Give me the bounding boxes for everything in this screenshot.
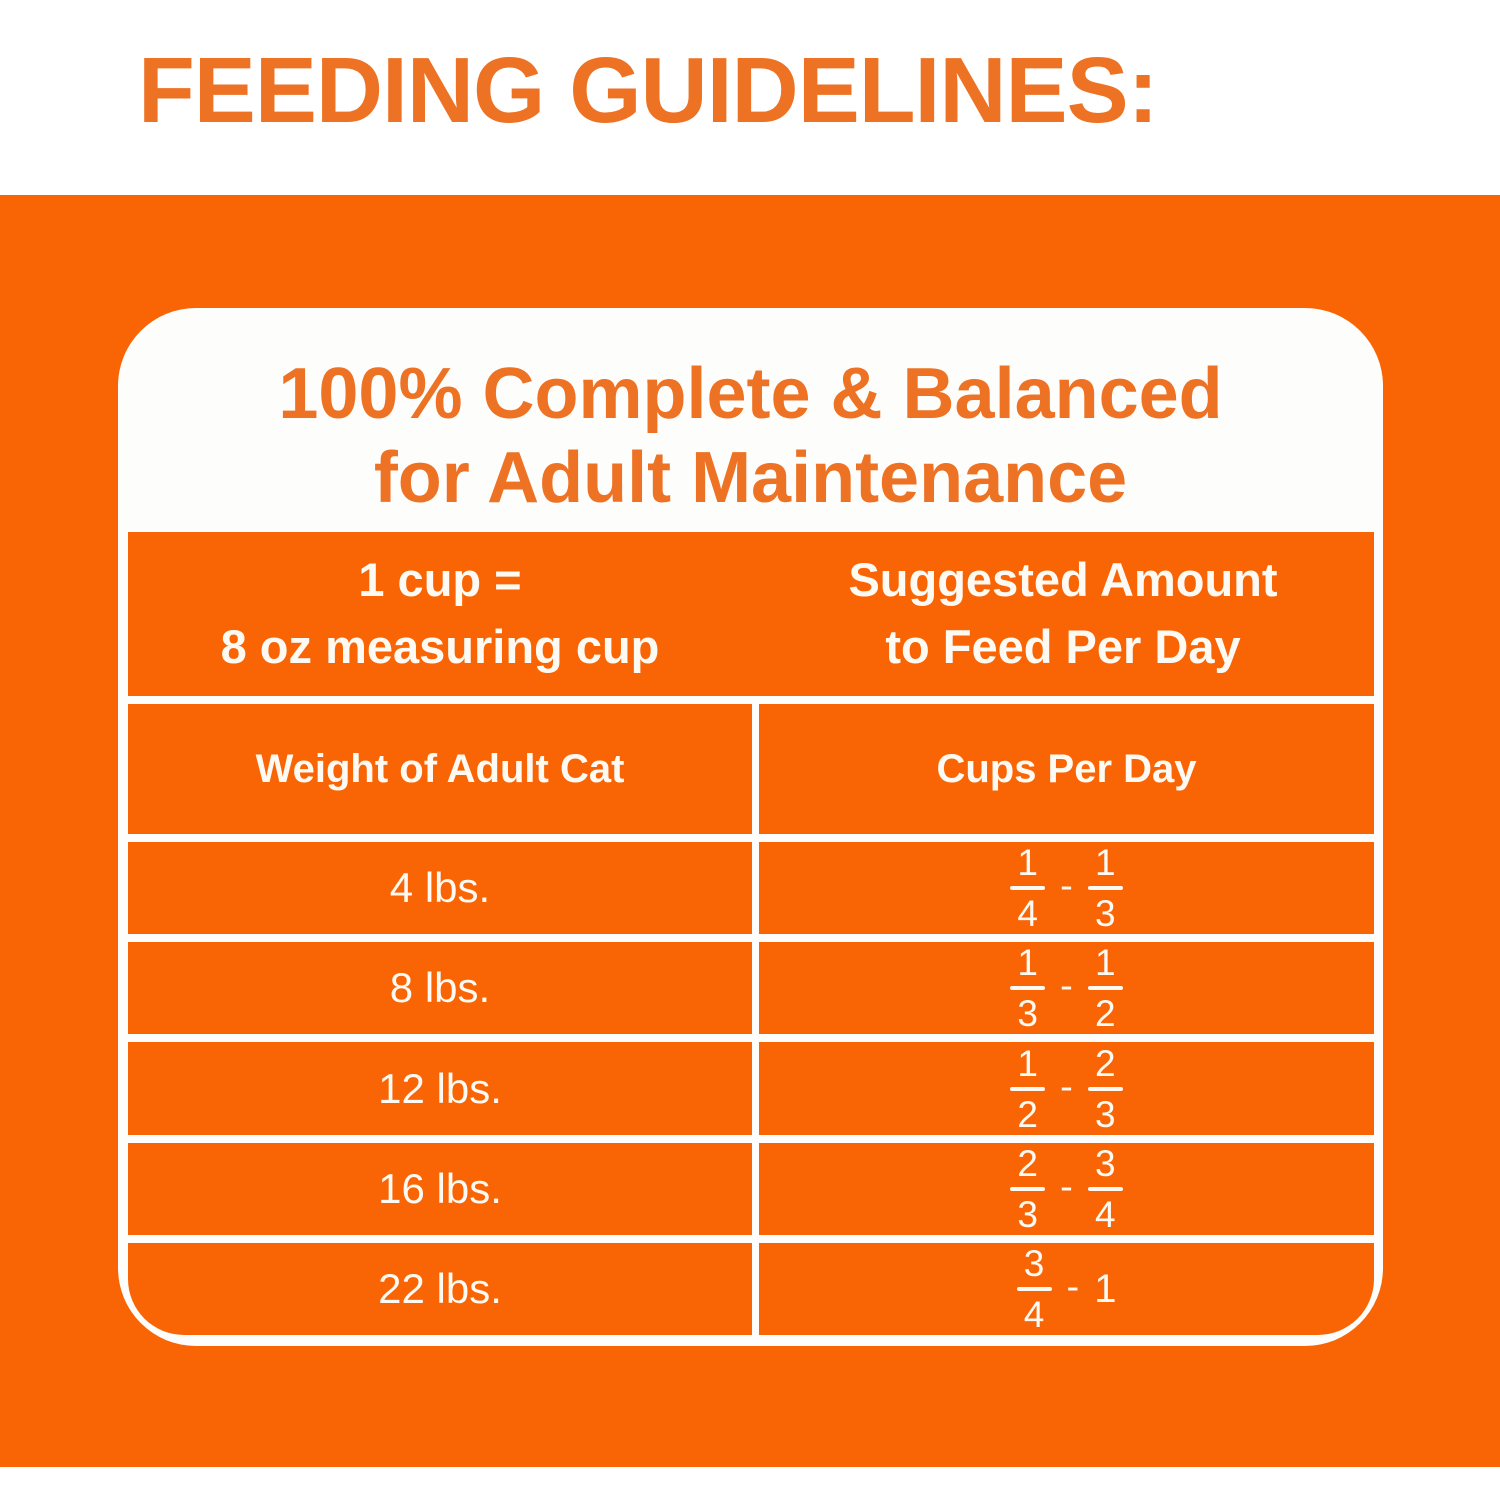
weight-value: 4 lbs. xyxy=(389,864,491,912)
weight-cell: 16 lbs. xyxy=(128,1142,752,1235)
cups-range: 2 3 - 3 4 xyxy=(1010,1145,1123,1233)
fraction-from: 1 3 xyxy=(1010,942,1046,1035)
fraction-denominator: 4 xyxy=(1023,1293,1045,1335)
cups-range: 1 2 - 2 3 xyxy=(1010,1045,1123,1133)
table-row: 8 lbs. 1 3 - 1 xyxy=(128,942,1374,1035)
fraction-from: 2 3 xyxy=(1010,1142,1046,1235)
fraction-from: 1 4 xyxy=(1010,842,1046,935)
fraction-numerator: 2 xyxy=(1017,1142,1038,1184)
footer-band xyxy=(0,1467,1500,1500)
fraction-denominator: 4 xyxy=(1095,1193,1116,1235)
cups-cell: 1 4 - 1 3 xyxy=(759,842,1374,935)
fraction-numerator: 1 xyxy=(1017,942,1038,984)
fraction-numerator: 3 xyxy=(1095,1142,1116,1184)
column-header-weight: Weight of Adult Cat xyxy=(128,704,752,834)
fraction-bar xyxy=(1010,1186,1046,1191)
fraction-bar xyxy=(1016,1286,1052,1291)
table-column-header-row: Weight of Adult Cat Cups Per Day xyxy=(128,704,1374,834)
range-separator: - xyxy=(1066,1265,1080,1308)
fraction-denominator: 4 xyxy=(1017,893,1038,935)
column-header-cups-label: Cups Per Day xyxy=(936,746,1197,791)
fraction-denominator: 2 xyxy=(1095,993,1116,1035)
fraction-to: 3 4 xyxy=(1087,1142,1123,1235)
range-separator: - xyxy=(1060,965,1073,1008)
fraction-to: 1 2 xyxy=(1087,942,1123,1035)
cups-cell: 1 2 - 2 3 xyxy=(759,1042,1374,1135)
cups-range: 1 4 - 1 3 xyxy=(1010,844,1123,932)
column-header-cups: Cups Per Day xyxy=(759,704,1374,834)
suggested-amount-line1: Suggested Amount xyxy=(848,553,1278,607)
weight-value: 8 lbs. xyxy=(389,964,491,1012)
cup-definition-line2: 8 oz measuring cup xyxy=(220,620,660,673)
fraction-bar xyxy=(1087,1086,1123,1091)
fraction-denominator: 3 xyxy=(1017,993,1038,1035)
cups-range: 3 4 - 1 xyxy=(1016,1242,1117,1335)
fraction-denominator: 2 xyxy=(1017,1093,1038,1135)
weight-cell: 22 lbs. xyxy=(128,1242,752,1336)
suggested-amount-line2: to Feed Per Day xyxy=(885,620,1241,673)
weight-cell: 8 lbs. xyxy=(128,942,752,1035)
range-separator: - xyxy=(1060,1065,1073,1108)
orange-background: 100% Complete & Balanced for Adult Maint… xyxy=(0,195,1500,1467)
card-heading-line1: 100% Complete & Balanced xyxy=(278,354,1223,434)
cups-range: 1 3 - 1 2 xyxy=(1010,944,1123,1032)
fraction-denominator: 3 xyxy=(1095,893,1116,935)
fraction-bar xyxy=(1010,886,1046,891)
fraction-numerator: 1 xyxy=(1017,842,1038,884)
fraction-denominator: 3 xyxy=(1095,1093,1116,1135)
weight-cell: 4 lbs. xyxy=(128,842,752,935)
fraction-bar xyxy=(1087,886,1123,891)
fraction-bar xyxy=(1087,1186,1123,1191)
fraction-numerator: 3 xyxy=(1023,1242,1045,1284)
header-band: FEEDING GUIDELINES: xyxy=(0,0,1500,195)
weight-value: 22 lbs. xyxy=(378,1264,502,1312)
column-header-weight-label: Weight of Adult Cat xyxy=(255,746,625,791)
feeding-table: 1 cup = 8 oz measuring cup Suggested Amo… xyxy=(128,532,1374,1336)
suggested-amount-header: Suggested Amount to Feed Per Day xyxy=(752,532,1374,696)
fraction-to: 1 3 xyxy=(1087,842,1123,935)
fraction-numerator: 1 xyxy=(1017,1042,1038,1084)
cups-cell: 1 3 - 1 2 xyxy=(759,942,1374,1035)
fraction-numerator: 1 xyxy=(1095,842,1116,884)
table-row: 4 lbs. 1 4 - 1 xyxy=(128,842,1374,935)
fraction-numerator: 1 xyxy=(1095,942,1116,984)
cup-definition-line1: 1 cup = xyxy=(358,553,522,607)
fraction-bar xyxy=(1010,1086,1046,1091)
table-row: 22 lbs. 3 4 - 1 xyxy=(128,1242,1374,1336)
guidelines-card: 100% Complete & Balanced for Adult Maint… xyxy=(118,308,1383,1346)
cups-cell: 3 4 - 1 xyxy=(759,1242,1374,1336)
fraction-from: 1 2 xyxy=(1010,1042,1046,1135)
cups-cell: 2 3 - 3 4 xyxy=(759,1142,1374,1235)
table-row: 12 lbs. 1 2 - 2 xyxy=(128,1042,1374,1135)
weight-value: 12 lbs. xyxy=(378,1064,502,1112)
card-heading: 100% Complete & Balanced for Adult Maint… xyxy=(118,308,1383,520)
fraction-bar xyxy=(1010,986,1046,991)
fraction-to: 2 3 xyxy=(1087,1042,1123,1135)
weight-value: 16 lbs. xyxy=(378,1164,502,1212)
fraction-denominator: 3 xyxy=(1017,1193,1038,1235)
table-row: 16 lbs. 2 3 - 3 xyxy=(128,1142,1374,1235)
whole-number: 1 xyxy=(1094,1266,1117,1311)
range-separator: - xyxy=(1060,865,1073,908)
fraction-from: 3 4 xyxy=(1016,1242,1052,1335)
range-separator: - xyxy=(1060,1165,1073,1208)
table-banner-row: 1 cup = 8 oz measuring cup Suggested Amo… xyxy=(128,532,1374,696)
fraction-bar xyxy=(1087,986,1123,991)
fraction-numerator: 2 xyxy=(1095,1042,1116,1084)
page-title: FEEDING GUIDELINES: xyxy=(138,38,1159,142)
card-heading-line2: for Adult Maintenance xyxy=(373,438,1128,519)
cup-definition-header: 1 cup = 8 oz measuring cup xyxy=(128,532,752,696)
weight-cell: 12 lbs. xyxy=(128,1042,752,1135)
